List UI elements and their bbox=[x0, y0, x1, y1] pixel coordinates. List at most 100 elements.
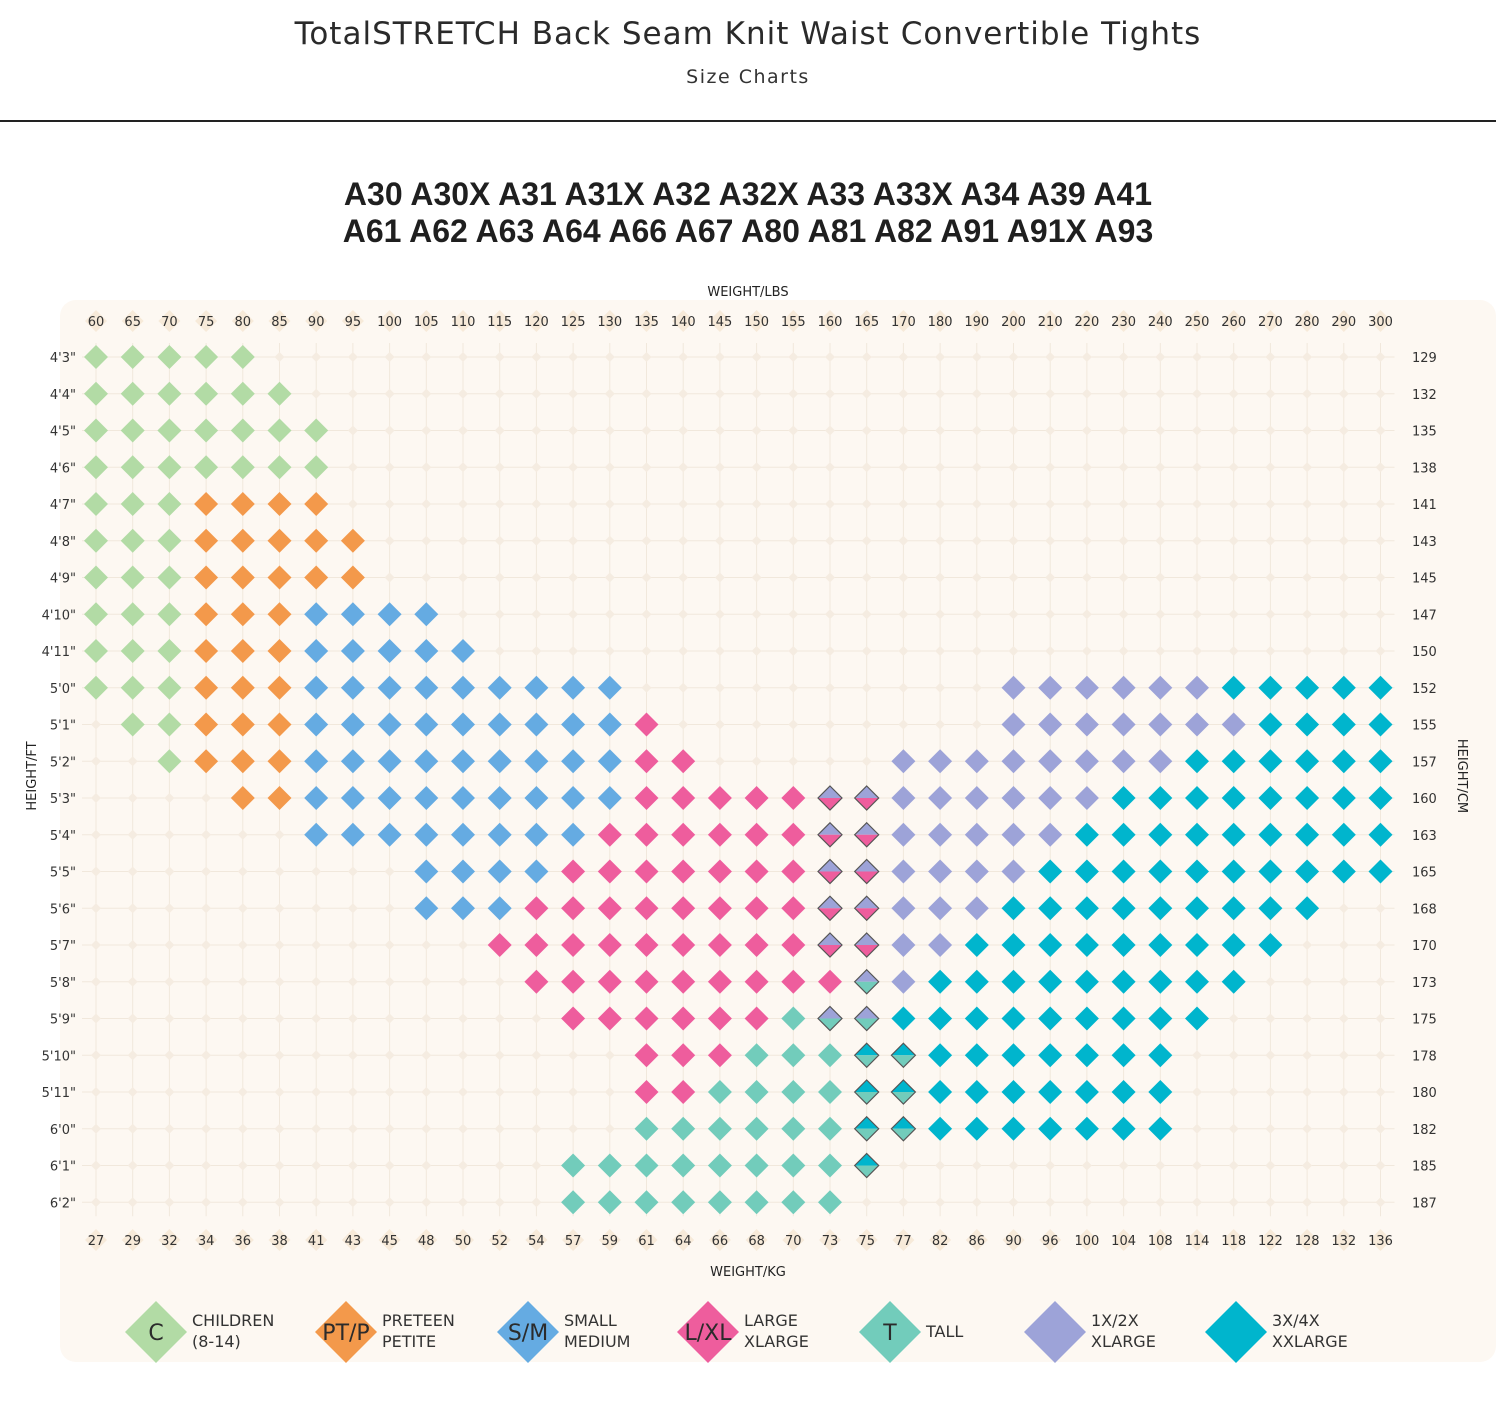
size-cell bbox=[451, 896, 475, 921]
kg-tick-diamond bbox=[708, 1229, 731, 1251]
empty-cell-marker bbox=[1228, 1197, 1239, 1208]
empty-cell-marker bbox=[531, 1160, 542, 1171]
lbs-tick-diamond bbox=[1186, 310, 1208, 332]
empty-cell-marker bbox=[311, 940, 322, 950]
empty-cell-marker bbox=[1155, 1197, 1166, 1208]
size-cell bbox=[671, 1080, 696, 1104]
size-cell bbox=[707, 1043, 732, 1068]
size-cell bbox=[1001, 1043, 1026, 1068]
ft-tick-label: 5'0" bbox=[50, 682, 76, 697]
size-cell bbox=[1148, 969, 1173, 994]
empty-cell-marker bbox=[678, 388, 689, 399]
lbs-tick-diamond bbox=[1259, 310, 1282, 332]
empty-cell-marker bbox=[935, 572, 946, 583]
empty-cell-marker bbox=[91, 1087, 101, 1097]
kg-tick-label: 114 bbox=[1185, 1234, 1210, 1249]
size-cell bbox=[1074, 1116, 1099, 1141]
size-cell bbox=[964, 749, 989, 774]
size-cell bbox=[1038, 969, 1063, 994]
empty-cell-marker bbox=[421, 1013, 432, 1024]
legend-swatch bbox=[1024, 1301, 1086, 1363]
empty-cell-marker bbox=[1302, 1197, 1313, 1208]
size-cell bbox=[561, 1190, 586, 1215]
split-cell-top bbox=[891, 1043, 916, 1056]
empty-cell-marker bbox=[1155, 1160, 1166, 1171]
empty-cell-marker bbox=[935, 462, 946, 473]
size-cell bbox=[1148, 1080, 1173, 1104]
empty-cell-marker bbox=[568, 1087, 579, 1097]
cm-tick-label: 165 bbox=[1412, 866, 1437, 881]
size-cell bbox=[781, 1153, 806, 1178]
legend-swatch bbox=[859, 1301, 921, 1363]
size-cell bbox=[230, 492, 255, 516]
lbs-tick-diamond bbox=[1369, 310, 1392, 332]
size-cell bbox=[1295, 712, 1320, 737]
empty-cell-marker bbox=[1228, 462, 1239, 473]
kg-tick-diamond bbox=[635, 1229, 658, 1251]
size-cell bbox=[671, 822, 696, 847]
size-cell bbox=[157, 749, 182, 774]
size-cell bbox=[377, 639, 402, 663]
empty-cell-marker bbox=[678, 572, 689, 583]
size-cell bbox=[1038, 786, 1063, 810]
empty-cell-marker bbox=[751, 352, 762, 362]
size-cell bbox=[1111, 859, 1136, 884]
size-cell bbox=[671, 896, 696, 921]
empty-cell-marker bbox=[714, 462, 725, 473]
lbs-tick-diamond bbox=[672, 310, 695, 332]
cm-tick-label: 132 bbox=[1412, 388, 1437, 403]
size-cell bbox=[304, 418, 329, 443]
size-cell bbox=[928, 859, 953, 884]
cm-tick-label: 150 bbox=[1412, 645, 1437, 660]
size-cell bbox=[671, 1043, 696, 1068]
empty-cell-marker bbox=[1265, 388, 1276, 399]
kg-tick-label: 73 bbox=[822, 1234, 839, 1249]
lbs-tick-diamond bbox=[231, 310, 254, 332]
empty-cell-marker bbox=[91, 940, 101, 950]
empty-cell-marker bbox=[458, 462, 468, 473]
size-cell bbox=[230, 675, 255, 700]
split-cell-top bbox=[854, 1006, 879, 1019]
size-cell bbox=[1185, 1006, 1209, 1031]
empty-cell-marker bbox=[861, 1197, 872, 1208]
kg-tick-diamond bbox=[562, 1229, 585, 1251]
empty-cell-marker bbox=[237, 1197, 248, 1208]
split-cell-top bbox=[854, 822, 879, 835]
size-cell bbox=[1001, 1006, 1026, 1031]
empty-cell-marker bbox=[971, 1160, 982, 1171]
empty-cell-marker bbox=[568, 572, 579, 583]
size-cell bbox=[487, 675, 512, 700]
lbs-tick-diamond bbox=[305, 310, 328, 332]
empty-cell-marker bbox=[825, 646, 835, 656]
split-cell-outline bbox=[817, 821, 843, 848]
split-cell-top bbox=[818, 896, 842, 909]
empty-cell-marker bbox=[1228, 535, 1239, 546]
legend-label: 1X/2X bbox=[1091, 1311, 1139, 1330]
empty-cell-marker bbox=[347, 499, 358, 509]
kg-tick-label: 90 bbox=[1005, 1234, 1022, 1249]
cm-tick-label: 141 bbox=[1412, 498, 1437, 513]
cm-tick-label: 138 bbox=[1412, 461, 1437, 476]
empty-cell-marker bbox=[1081, 388, 1092, 399]
empty-cell-marker bbox=[384, 535, 395, 546]
empty-cell-marker bbox=[1265, 499, 1276, 509]
empty-cell-marker bbox=[1228, 1123, 1239, 1134]
size-cell bbox=[561, 1006, 586, 1031]
lbs-tick-label: 145 bbox=[707, 315, 732, 330]
empty-cell-marker bbox=[1302, 609, 1313, 620]
size-cell bbox=[1221, 933, 1246, 957]
split-cell-outline bbox=[890, 1115, 917, 1142]
empty-cell-marker bbox=[1265, 976, 1276, 987]
size-cell bbox=[377, 675, 402, 700]
empty-cell-marker bbox=[1045, 499, 1056, 509]
size-cell bbox=[597, 896, 622, 921]
size-cell bbox=[1038, 896, 1063, 921]
kg-tick-label: 108 bbox=[1148, 1234, 1173, 1249]
empty-cell-marker bbox=[201, 866, 212, 877]
empty-cell-marker bbox=[458, 1197, 468, 1208]
split-cell-top bbox=[818, 859, 842, 872]
empty-cell-marker bbox=[641, 572, 652, 583]
size-cell bbox=[1258, 822, 1283, 847]
kg-tick-label: 75 bbox=[858, 1234, 875, 1249]
kg-tick-label: 118 bbox=[1221, 1234, 1246, 1249]
